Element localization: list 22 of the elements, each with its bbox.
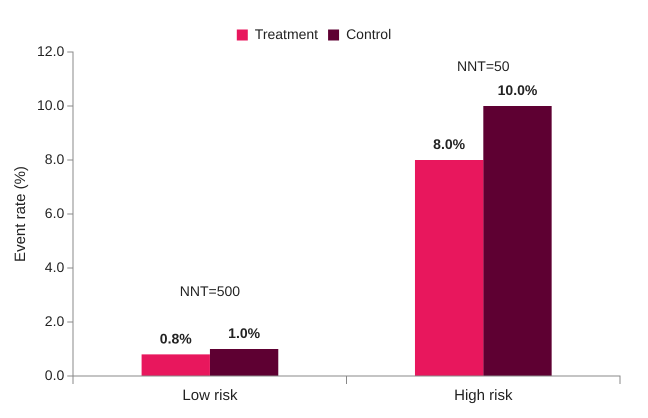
data-label: 10.0% (498, 82, 538, 98)
x-tick-label: Low risk (182, 387, 238, 404)
y-tick-label: 12.0 (37, 42, 64, 59)
y-axis-title: Event rate (%) (12, 166, 30, 262)
bar (210, 349, 278, 376)
y-tick-label: 8.0 (44, 150, 64, 167)
legend-label: Control (346, 26, 392, 42)
y-tick-label: 0.0 (44, 366, 64, 383)
y-tick-label: 2.0 (44, 312, 64, 329)
y-tick-label: 10.0 (37, 96, 64, 113)
data-label: 1.0% (228, 324, 261, 341)
x-tick-label: High risk (454, 387, 513, 404)
data-label: 8.0% (433, 136, 466, 152)
y-tick-label: 4.0 (44, 258, 64, 275)
bar (142, 354, 210, 376)
legend-label: Treatment (254, 26, 318, 42)
data-label: 0.8% (160, 330, 192, 346)
bar (414, 160, 484, 376)
annotation: NNT=50 (457, 58, 510, 74)
y-tick-label: 6.0 (44, 204, 64, 221)
bar (483, 106, 552, 376)
annotation: NNT=500 (180, 282, 240, 299)
